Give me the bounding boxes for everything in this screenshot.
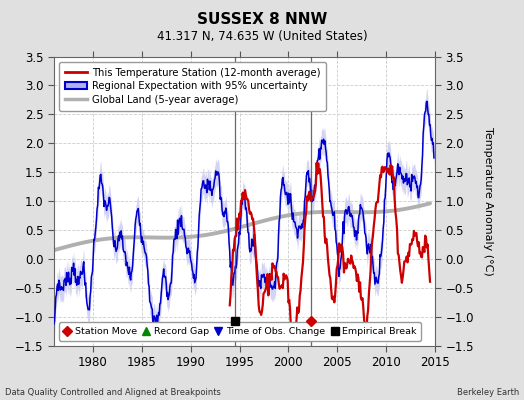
Legend: Station Move, Record Gap, Time of Obs. Change, Empirical Break: Station Move, Record Gap, Time of Obs. C… — [59, 322, 421, 341]
Text: Berkeley Earth: Berkeley Earth — [456, 388, 519, 397]
Y-axis label: Temperature Anomaly (°C): Temperature Anomaly (°C) — [483, 127, 493, 276]
Text: Data Quality Controlled and Aligned at Breakpoints: Data Quality Controlled and Aligned at B… — [5, 388, 221, 397]
Text: SUSSEX 8 NNW: SUSSEX 8 NNW — [197, 12, 327, 27]
Text: 41.317 N, 74.635 W (United States): 41.317 N, 74.635 W (United States) — [157, 30, 367, 43]
